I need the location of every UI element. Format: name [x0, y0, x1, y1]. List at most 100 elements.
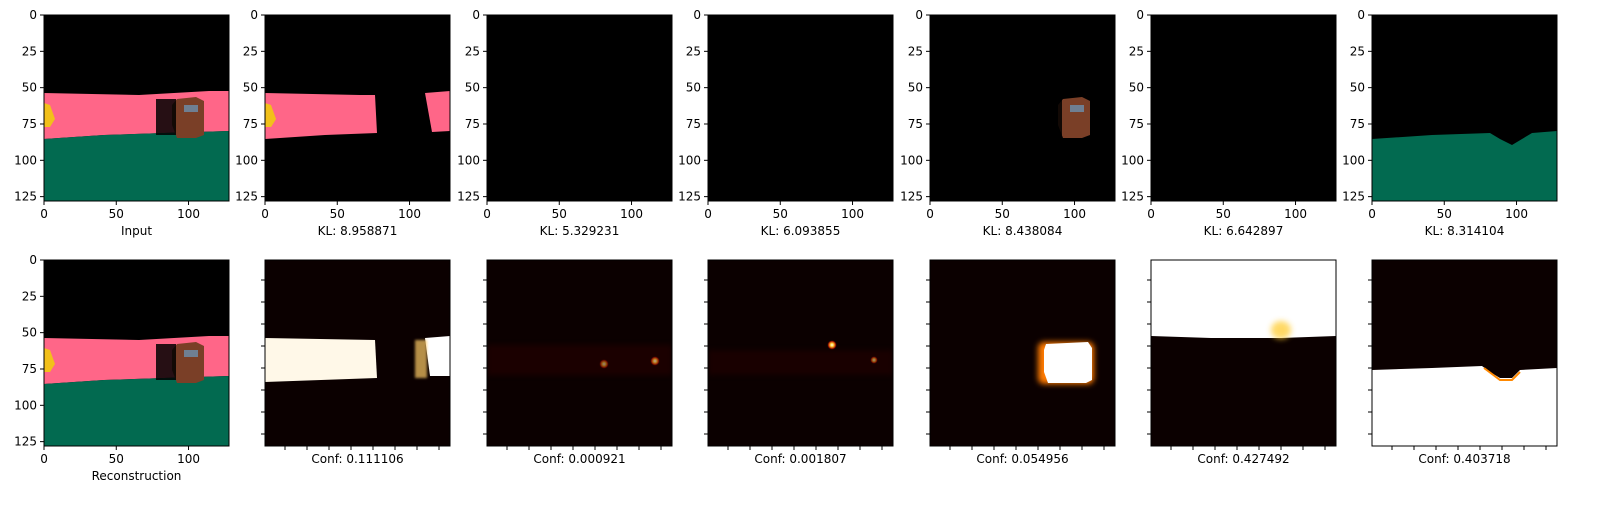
- wall-region-right: [425, 91, 450, 132]
- y-tick-label: 50: [22, 81, 37, 95]
- subplot-0-5: 0 50 100 0 25 50 75 100 125 KL: 6.642897: [1121, 8, 1337, 238]
- y-tick-label: 100: [235, 153, 258, 167]
- image-area: [1372, 260, 1557, 446]
- subplot-caption: Conf: 0.000921: [533, 452, 625, 466]
- x-tick-label: 0: [704, 207, 712, 221]
- y-tick-label: 25: [686, 44, 701, 58]
- y-tick-label: 50: [22, 326, 37, 340]
- subplot-0-3: 0 50 100 0 25 50 75 100 125 KL: 6.093855: [678, 8, 894, 238]
- y-tick-label: 100: [14, 153, 37, 167]
- y-tick-label: 125: [1121, 190, 1144, 204]
- floor-region: [1372, 131, 1557, 201]
- y-tick-label: 25: [1350, 44, 1365, 58]
- x-tick-label: 50: [995, 207, 1010, 221]
- image-area: [930, 260, 1115, 446]
- yellow-object: [44, 348, 55, 372]
- y-tick-label: 0: [1136, 8, 1144, 22]
- y-tick-label: 25: [22, 289, 37, 303]
- y-tick-label: 75: [686, 117, 701, 131]
- heat-high-region: [1372, 366, 1557, 446]
- floor-region: [44, 376, 229, 446]
- yellow-object: [265, 103, 276, 127]
- subplot-caption: KL: 8.958871: [318, 224, 398, 238]
- x-tick-label: 0: [40, 452, 48, 466]
- subplot-caption: KL: 6.093855: [761, 224, 841, 238]
- object-shadow: [156, 99, 176, 135]
- y-tick-label: 100: [457, 153, 480, 167]
- object-body: [172, 97, 204, 138]
- heat-haze: [708, 350, 893, 375]
- y-tick-label: 25: [1129, 44, 1144, 58]
- x-tick-label: 100: [1284, 207, 1307, 221]
- y-tick-label: 125: [457, 190, 480, 204]
- wall-region: [265, 93, 377, 139]
- object-body: [1058, 97, 1090, 138]
- x-tick-label: 50: [109, 207, 124, 221]
- x-tick-label: 0: [1147, 207, 1155, 221]
- x-tick-label: 100: [620, 207, 643, 221]
- object-screen: [184, 105, 198, 112]
- subplot-caption: Conf: 0.403718: [1418, 452, 1510, 466]
- image-background: [487, 15, 672, 201]
- image-area: [1151, 15, 1336, 201]
- axes-frame: [707, 14, 894, 202]
- subplot-caption: Input: [121, 224, 152, 238]
- heat-edge: [415, 340, 427, 378]
- y-tick-label: 75: [22, 362, 37, 376]
- image-area: [708, 15, 893, 201]
- image-area: [44, 260, 229, 446]
- y-tick-label: 100: [678, 153, 701, 167]
- heat-edge: [1483, 367, 1521, 381]
- x-tick-label: 100: [841, 207, 864, 221]
- y-tick-label: 0: [29, 8, 37, 22]
- axes-frame: [43, 14, 230, 202]
- y-tick-label: 100: [1342, 153, 1365, 167]
- image-area: [44, 15, 229, 201]
- axes-frame: [1150, 259, 1337, 447]
- y-tick-label: 125: [1342, 190, 1365, 204]
- y-tick-label: 50: [1129, 81, 1144, 95]
- y-tick-label: 100: [900, 153, 923, 167]
- y-tick-label: 0: [29, 253, 37, 267]
- heat-glow: [1271, 321, 1291, 339]
- image-area: [1372, 15, 1557, 201]
- heat-high-region-right: [425, 336, 450, 376]
- y-tick-label: 0: [915, 8, 923, 22]
- subplot-1-5: Conf: 0.427492: [1147, 259, 1337, 466]
- subplot-1-0: 0 50 100 0 25 50 75 100 125 Reconstruction: [14, 253, 230, 483]
- subplot-caption: Reconstruction: [92, 469, 182, 483]
- image-area: [265, 260, 450, 446]
- x-tick-label: 50: [1437, 207, 1452, 221]
- image-area: [265, 15, 450, 201]
- y-tick-label: 25: [243, 44, 258, 58]
- x-tick-label: 100: [177, 452, 200, 466]
- axes-frame: [486, 14, 673, 202]
- subplot-caption: Conf: 0.054956: [976, 452, 1068, 466]
- x-tick-label: 50: [109, 452, 124, 466]
- y-tick-label: 75: [1350, 117, 1365, 131]
- object-shadow: [1042, 99, 1062, 135]
- subplot-0-6: 0 50 100 0 25 50 75 100 125 KL: 8.314104: [1342, 8, 1558, 238]
- subplot-1-6: Conf: 0.403718: [1368, 259, 1558, 466]
- axes-frame: [264, 259, 451, 447]
- x-tick-label: 0: [261, 207, 269, 221]
- subplot-1-2: Conf: 0.000921: [483, 259, 673, 466]
- y-tick-label: 50: [243, 81, 258, 95]
- x-tick-label: 100: [398, 207, 421, 221]
- y-tick-label: 75: [908, 117, 923, 131]
- y-tick-label: 25: [465, 44, 480, 58]
- subplot-caption: Conf: 0.111106: [311, 452, 403, 466]
- subplot-0-2: 0 50 100 0 25 50 75 100 125 KL: 5.329231: [457, 8, 673, 238]
- image-area: [487, 15, 672, 201]
- image-area: [1151, 260, 1336, 446]
- subplot-caption: Conf: 0.427492: [1197, 452, 1289, 466]
- x-tick-label: 0: [926, 207, 934, 221]
- object-shadow: [156, 344, 176, 380]
- subplot-1-4: Conf: 0.054956: [926, 259, 1116, 466]
- axes-frame: [1371, 14, 1558, 202]
- object-screen: [184, 350, 198, 357]
- yellow-object: [44, 103, 55, 127]
- image-background: [708, 15, 893, 201]
- heat-haze: [487, 345, 672, 375]
